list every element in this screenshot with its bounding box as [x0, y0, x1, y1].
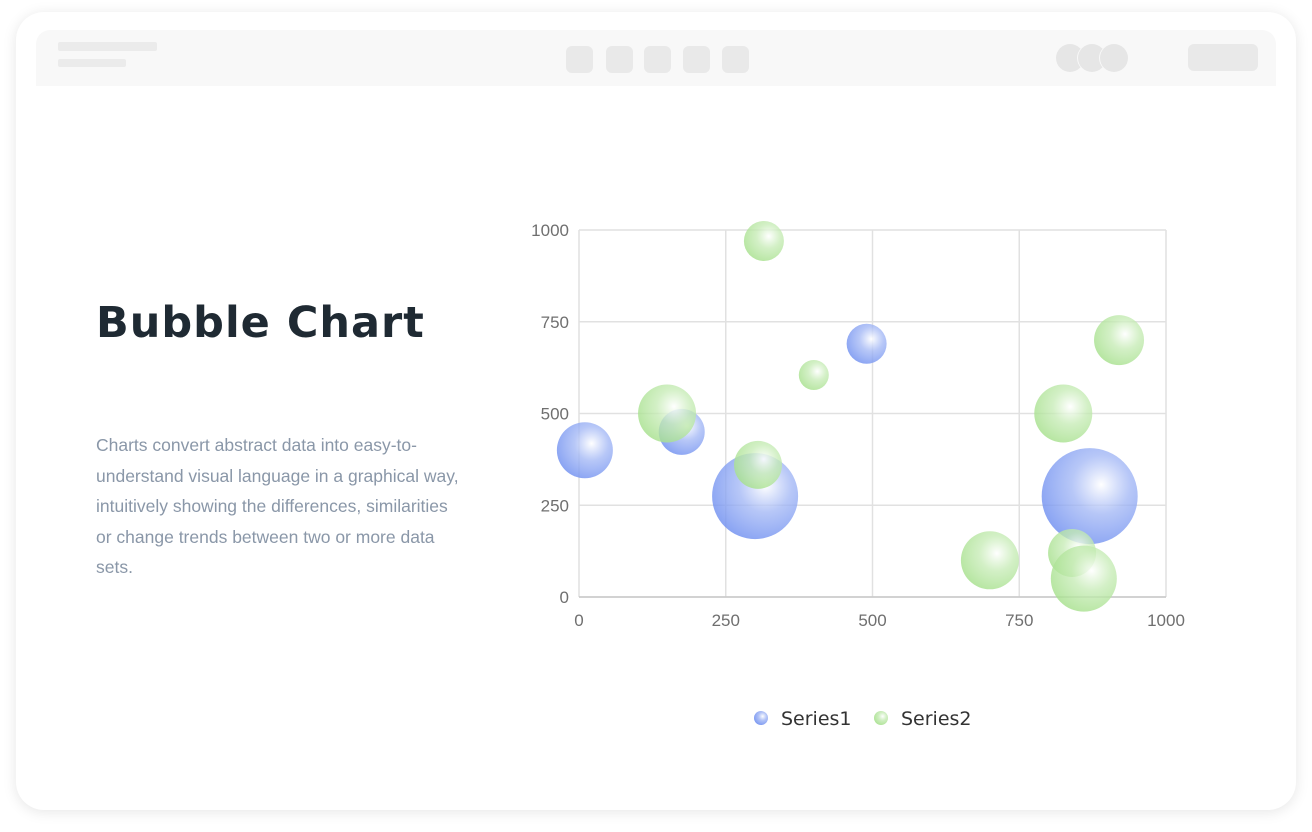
bubble-series2[interactable] [1094, 315, 1145, 366]
legend-label-series1[interactable]: Series1 [781, 708, 852, 730]
x-tick-label: 1000 [1147, 611, 1185, 630]
bubble-series2[interactable] [638, 384, 697, 443]
legend-label-series2[interactable]: Series2 [901, 708, 972, 730]
top-bar [36, 30, 1276, 86]
card-container: Bubble Chart Charts convert abstract dat… [16, 12, 1296, 810]
page-title: Bubble Chart [96, 298, 425, 348]
axis-layer: 0 250 500 750 1000 0 250 500 750 1000 [531, 221, 1185, 630]
placeholder-tab-4[interactable] [683, 46, 710, 73]
x-tick-label: 750 [1005, 611, 1033, 630]
bubble-layer [556, 221, 1145, 612]
placeholder-tab-2[interactable] [606, 46, 633, 73]
placeholder-tab-5[interactable] [722, 46, 749, 73]
bubble-series1[interactable] [1041, 448, 1138, 545]
bubble-series2[interactable] [798, 359, 829, 390]
page-description: Charts convert abstract data into easy-t… [96, 435, 459, 577]
bubble-series2[interactable] [960, 531, 1019, 590]
x-tick-label: 0 [574, 611, 583, 630]
legend-marker-series2[interactable] [874, 711, 888, 725]
x-tick-label: 500 [858, 611, 886, 630]
bubble-series2[interactable] [1034, 384, 1093, 443]
bubble-series2[interactable] [1050, 545, 1117, 612]
placeholder-tab-1[interactable] [566, 46, 593, 73]
y-tick-label: 500 [541, 405, 569, 424]
placeholder-action-button[interactable] [1188, 44, 1258, 71]
placeholder-tab-3[interactable] [644, 46, 671, 73]
y-tick-label: 0 [560, 588, 569, 607]
bubble-series1[interactable] [556, 422, 613, 479]
y-tick-label: 1000 [531, 221, 569, 240]
bubble-series1[interactable] [846, 323, 887, 364]
legend: Series1 Series2 [754, 708, 972, 730]
y-tick-label: 750 [541, 313, 569, 332]
y-tick-label: 250 [541, 496, 569, 515]
legend-marker-series1[interactable] [754, 711, 768, 725]
bubble-series2[interactable] [734, 440, 783, 489]
placeholder-subtitle-line [58, 59, 126, 67]
placeholder-title-line [58, 42, 157, 51]
placeholder-avatar-3[interactable] [1100, 44, 1128, 72]
x-tick-label: 250 [712, 611, 740, 630]
bubble-series2[interactable] [743, 221, 784, 262]
